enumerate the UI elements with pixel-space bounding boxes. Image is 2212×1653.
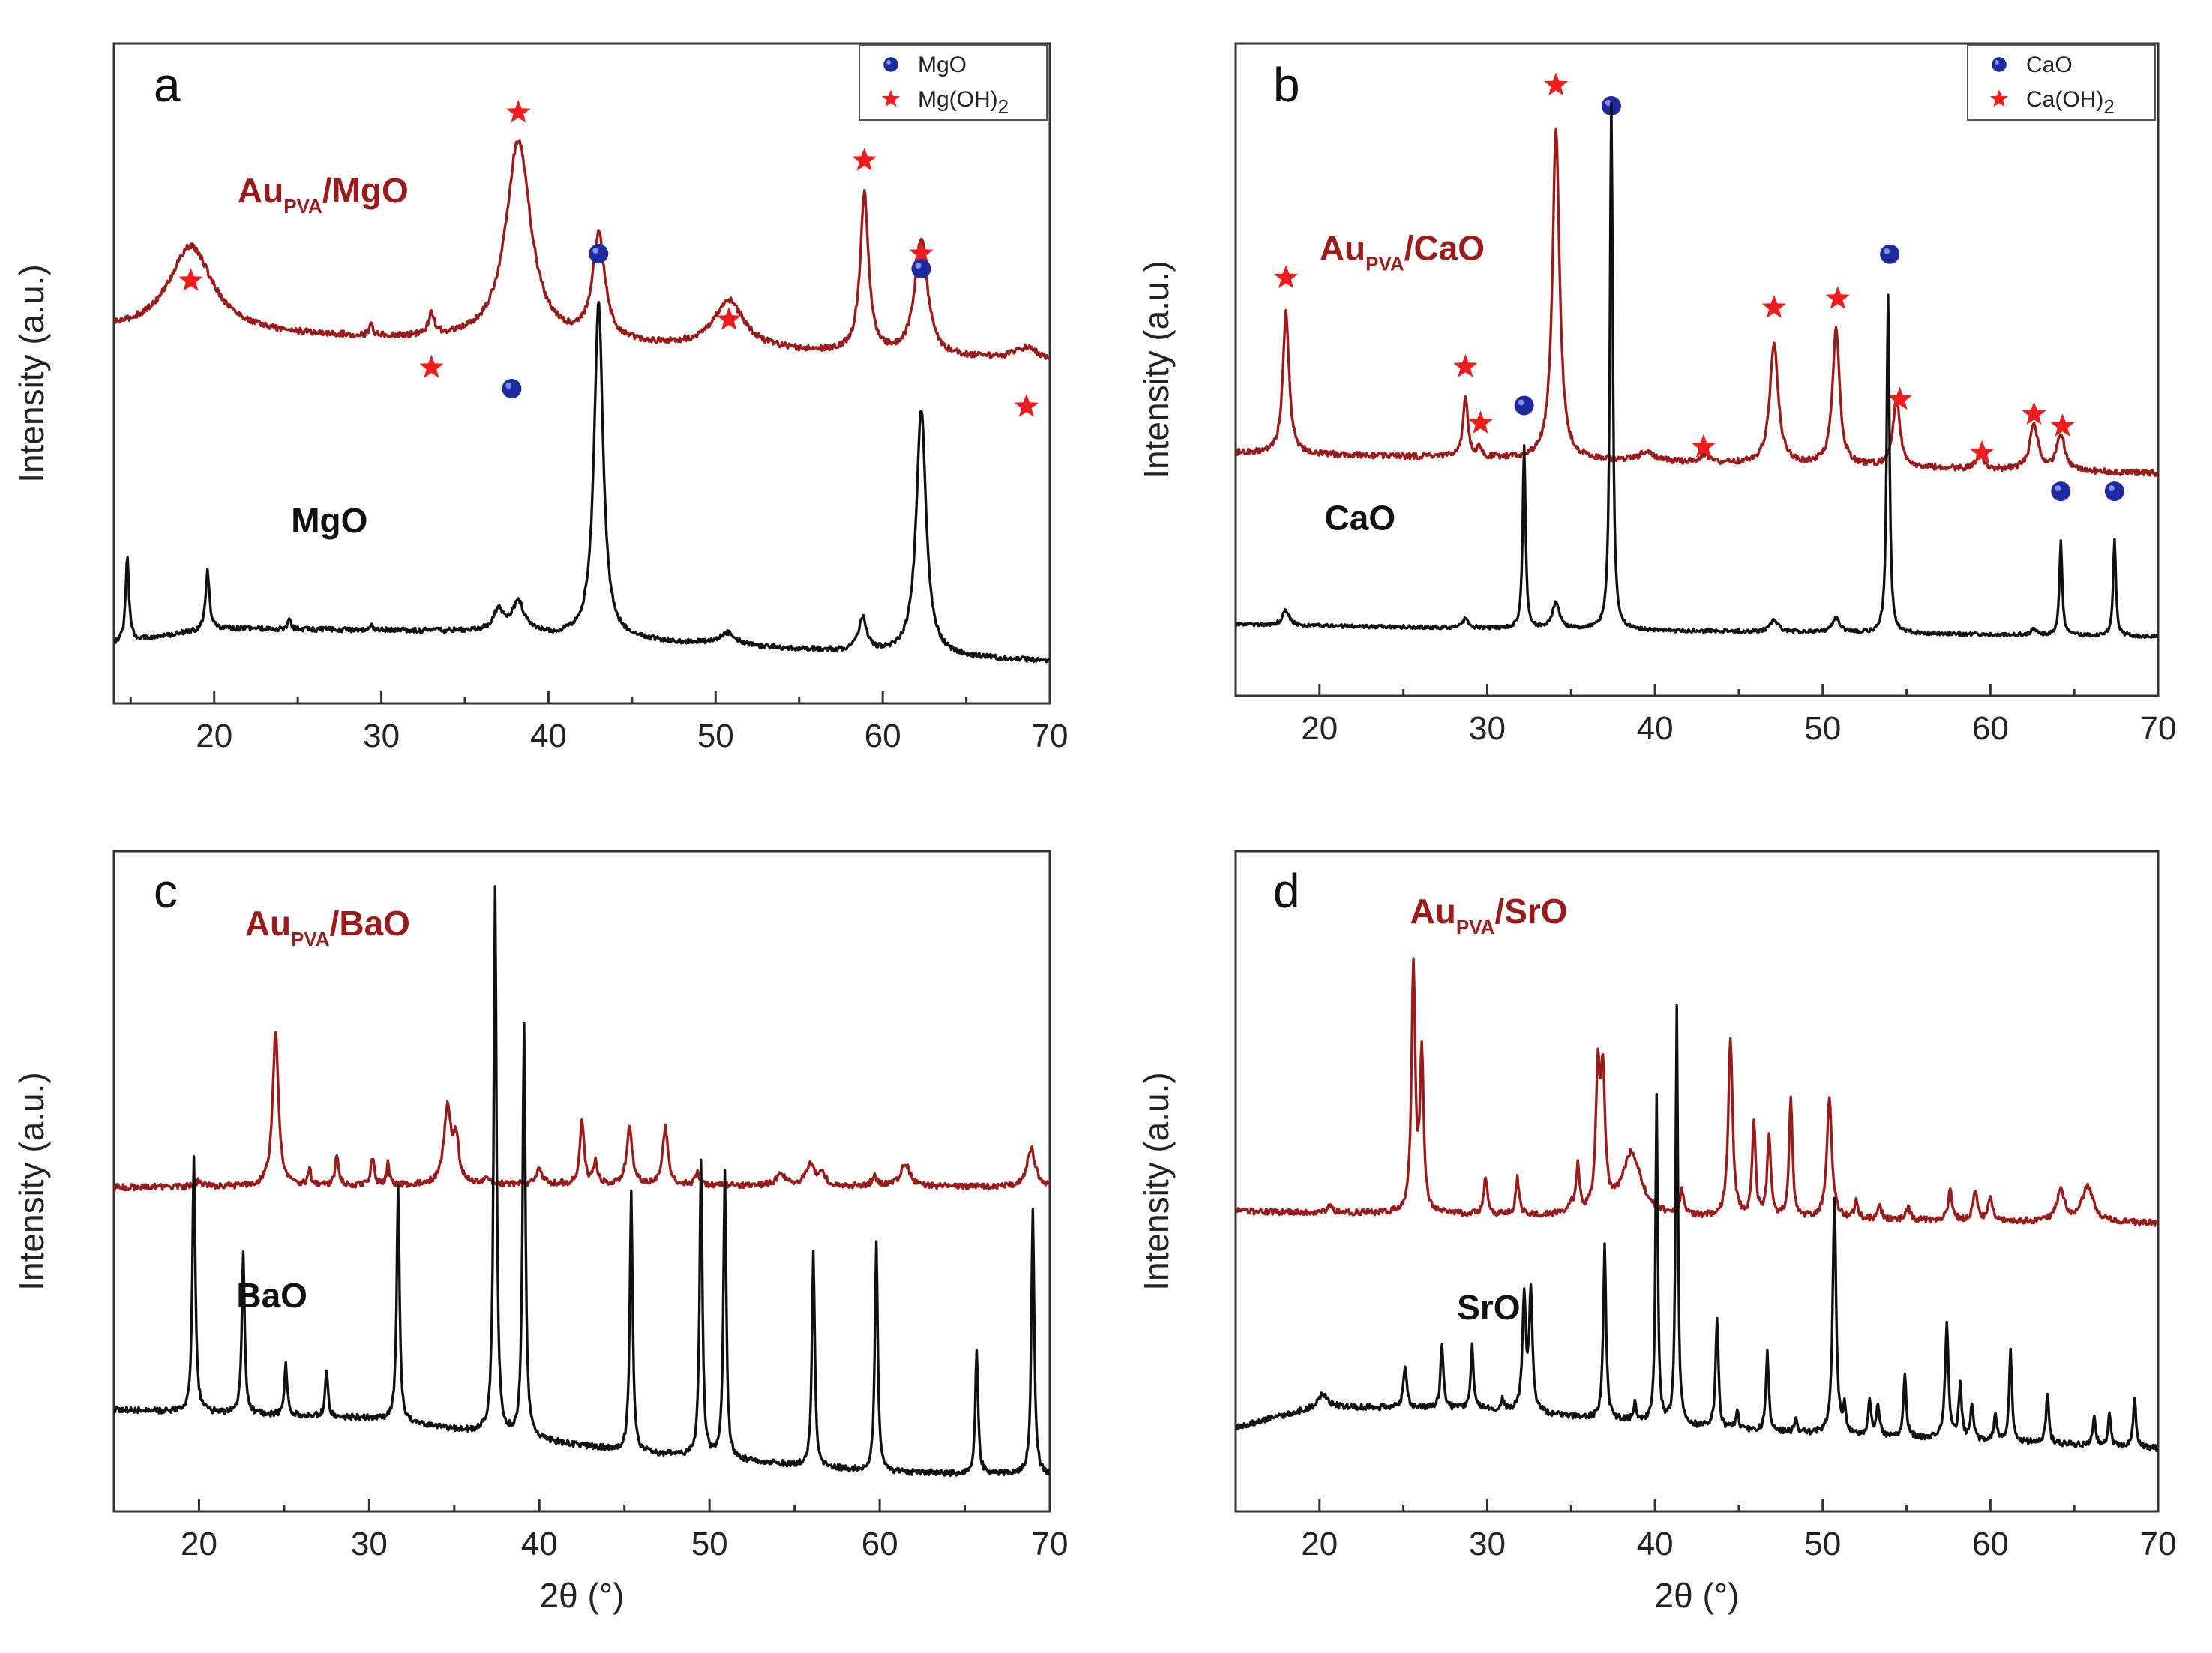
panel-b-oxide-ball-marker	[1880, 244, 1900, 264]
panel-d-x-tick-label: 70	[2140, 1526, 2177, 1562]
panel-c-x-axis-label: 2θ (°)	[540, 1576, 625, 1615]
panel-b-x-tick-label: 20	[1301, 710, 1338, 747]
panel-a-series-label: AuPVA/MgO	[238, 171, 409, 218]
panel-a-series-label: MgO	[291, 501, 367, 540]
panel-d-x-tick-label: 20	[1301, 1526, 1338, 1562]
panel-d-series-aupva-sro	[1236, 957, 2158, 1227]
panel-c-x-tick-label: 60	[862, 1526, 898, 1562]
panel-b-x-tick-label: 50	[1804, 710, 1841, 747]
panel-a-hydroxide-star-marker	[506, 100, 531, 123]
panel-c-letter: c	[154, 864, 178, 918]
panel-d-series-label: SrO	[1457, 1288, 1520, 1327]
panel-a-hydroxide-star-marker	[1014, 394, 1039, 417]
panel-b-hydroxide-star-marker	[1453, 354, 1478, 377]
panel-b-series-label: CaO	[1325, 499, 1396, 538]
panel-c-series-aupva-bao	[114, 1030, 1050, 1192]
panel-a-hydroxide-star-marker	[909, 241, 934, 264]
panel-b-hydroxide-star-marker	[1544, 72, 1569, 96]
panel-b-legend-label: CaO	[2026, 52, 2073, 77]
panel-b: 20 30 40 50 60 70 Intensity (a.u.) b AuPVA/CaO Ca…	[1137, 42, 2177, 747]
panel-a-legend: MgO Mg(OH)2	[859, 44, 1048, 121]
panel-b-oxide-ball-marker	[1514, 395, 1534, 416]
panel-b-legend-star-icon	[1989, 89, 2009, 107]
panel-b-hydroxide-star-marker	[2050, 413, 2075, 436]
panel-a-legend-star-icon	[881, 89, 901, 107]
panel-c-x-tick-label: 50	[691, 1526, 728, 1562]
panel-a-letter: a	[154, 58, 181, 112]
panel-b-series-label: AuPVA/CaO	[1320, 229, 1485, 275]
panel-b-x-tick-label: 60	[1972, 710, 2009, 747]
panel-c: 20 30 40 50 60 70 Intensity (a.u.) 2θ (°) c AuPVA…	[12, 850, 1069, 1615]
panel-d-series-sro	[1236, 1004, 2158, 1452]
panel-b-hydroxide-star-marker	[2022, 401, 2046, 425]
panel-b-x-tick-label: 30	[1469, 710, 1506, 747]
panel-b-hydroxide-star-marker	[1273, 265, 1299, 289]
panel-a-legend-label: Mg(OH)2	[918, 87, 1009, 118]
panel-a-hydroxide-star-marker	[852, 148, 877, 171]
panel-d-x-tick-label: 60	[1972, 1526, 2009, 1562]
panel-b-hydroxide-star-marker	[1887, 386, 1912, 410]
panel-a-oxide-ball-marker	[502, 379, 522, 398]
panel-b-hydroxide-star-marker	[1825, 286, 1850, 309]
panel-a-legend-label: MgO	[918, 52, 967, 77]
panel-c-series-label: BaO	[236, 1276, 307, 1315]
panel-d-series-label: AuPVA/SrO	[1410, 892, 1568, 938]
panel-b-series-aupva-cao	[1236, 128, 2158, 477]
panel-b-legend-ball-icon	[1992, 57, 2007, 72]
panel-a-series-aupva-mgo	[114, 140, 1050, 360]
panel-b-y-axis-label: Intensity (a.u.)	[1137, 260, 1176, 478]
panel-a-x-tick-label: 50	[697, 718, 734, 754]
panel-c-series-label: AuPVA/BaO	[245, 904, 410, 950]
panel-c-y-axis-label: Intensity (a.u.)	[12, 1072, 51, 1290]
panel-a-x-tick-label: 60	[865, 718, 901, 754]
panel-b-series-cao	[1236, 101, 2158, 640]
panel-b-oxide-ball-marker	[2104, 482, 2124, 502]
panel-a-x-tick-label: 70	[1032, 718, 1069, 754]
panel-d-x-tick-label: 40	[1637, 1526, 1674, 1562]
panel-a-x-tick-label: 20	[196, 718, 232, 754]
panel-a-oxide-ball-marker	[589, 244, 609, 263]
panel-a-x-tick-label: 40	[530, 718, 567, 754]
panel-a-x-tick-label: 30	[363, 718, 400, 754]
panel-b-frame	[1234, 42, 2160, 698]
panel-d-x-tick-label: 50	[1804, 1526, 1841, 1562]
panel-a-oxide-ball-marker	[911, 259, 931, 278]
panel-c-x-tick-label: 40	[521, 1526, 558, 1562]
panel-b-x-tick-label: 70	[2140, 710, 2177, 747]
panel-c-x-tick-label: 70	[1032, 1526, 1069, 1562]
panel-a-hydroxide-star-marker	[178, 268, 203, 291]
panel-b-x-tick-label: 40	[1637, 710, 1674, 747]
panel-a-frame	[112, 42, 1051, 705]
panel-a-y-axis-label: Intensity (a.u.)	[12, 264, 51, 482]
panel-b-hydroxide-star-marker	[1761, 295, 1786, 318]
panel-d-x-tick-label: 30	[1469, 1526, 1506, 1562]
panel-a-hydroxide-star-marker	[716, 307, 742, 330]
panel-b-hydroxide-star-marker	[1970, 440, 1995, 464]
panel-d: 20 30 40 50 60 70 Intensity (a.u.) 2θ (°) d AuPVA…	[1137, 850, 2177, 1615]
panel-c-x-tick-label: 30	[351, 1526, 388, 1562]
panel-b-hydroxide-star-marker	[1691, 434, 1716, 458]
panel-b-letter: b	[1273, 58, 1300, 112]
panel-a-series-mgo	[114, 301, 1050, 664]
panel-b-hydroxide-star-marker	[1468, 410, 1493, 434]
panel-b-legend: CaO Ca(OH)2	[1967, 44, 2156, 121]
panel-d-letter: d	[1273, 864, 1300, 918]
panel-c-x-tick-label: 20	[181, 1526, 217, 1562]
panel-d-x-axis-label: 2θ (°)	[1655, 1576, 1740, 1615]
panel-a-hydroxide-star-marker	[419, 355, 444, 378]
panel-d-y-axis-label: Intensity (a.u.)	[1137, 1072, 1176, 1290]
panel-a-legend-ball-icon	[883, 57, 898, 72]
panel-c-series-bao	[114, 885, 1050, 1477]
panel-b-legend-label: Ca(OH)2	[2026, 87, 2115, 118]
panel-b-oxide-ball-marker	[2051, 482, 2071, 502]
panel-d-frame	[1234, 850, 2160, 1513]
panel-a: 20 30 40 50 60 70 Intensity (a.u.) a AuPVA/MgO Mg…	[12, 42, 1069, 754]
